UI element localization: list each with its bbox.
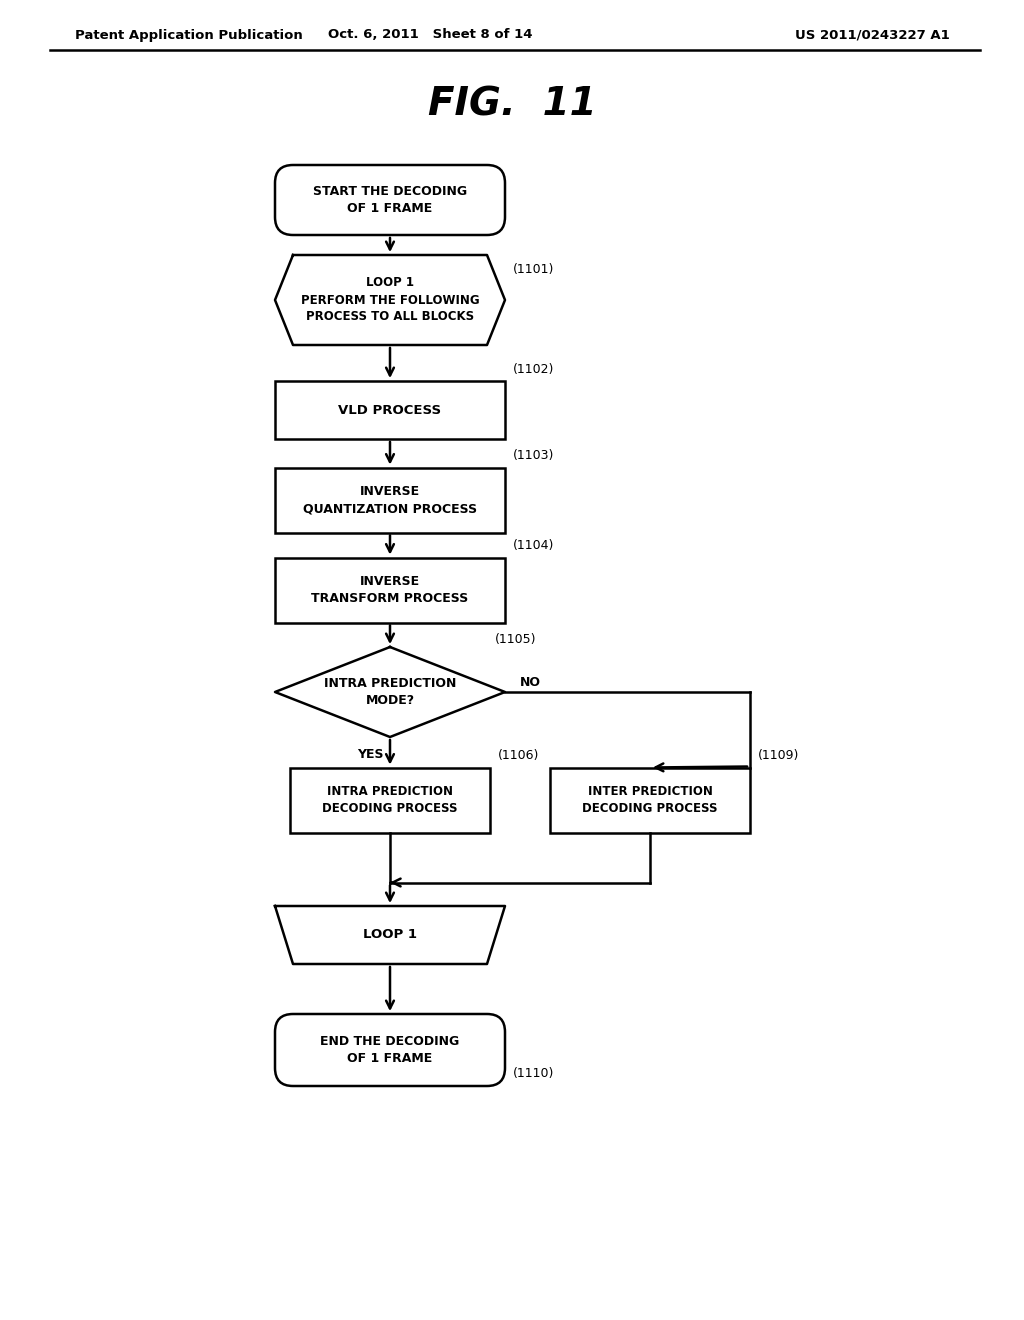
Text: INTER PREDICTION
DECODING PROCESS: INTER PREDICTION DECODING PROCESS bbox=[583, 785, 718, 814]
Polygon shape bbox=[275, 255, 505, 345]
Polygon shape bbox=[275, 647, 505, 737]
Text: (1105): (1105) bbox=[495, 632, 537, 645]
Text: INVERSE
TRANSFORM PROCESS: INVERSE TRANSFORM PROCESS bbox=[311, 576, 469, 605]
Text: (1110): (1110) bbox=[513, 1068, 554, 1081]
Text: INTRA PREDICTION
DECODING PROCESS: INTRA PREDICTION DECODING PROCESS bbox=[323, 785, 458, 814]
Text: YES: YES bbox=[356, 748, 383, 762]
Text: VLD PROCESS: VLD PROCESS bbox=[339, 404, 441, 417]
Text: US 2011/0243227 A1: US 2011/0243227 A1 bbox=[796, 29, 950, 41]
Polygon shape bbox=[275, 906, 505, 964]
Text: LOOP 1: LOOP 1 bbox=[362, 928, 417, 941]
Text: Patent Application Publication: Patent Application Publication bbox=[75, 29, 303, 41]
Text: INVERSE
QUANTIZATION PROCESS: INVERSE QUANTIZATION PROCESS bbox=[303, 484, 477, 515]
Bar bbox=[275, 557, 505, 623]
Text: NO: NO bbox=[519, 676, 541, 689]
Text: Oct. 6, 2011   Sheet 8 of 14: Oct. 6, 2011 Sheet 8 of 14 bbox=[328, 29, 532, 41]
Text: (1109): (1109) bbox=[758, 748, 800, 762]
Text: (1104): (1104) bbox=[513, 539, 554, 552]
Text: LOOP 1
PERFORM THE FOLLOWING
PROCESS TO ALL BLOCKS: LOOP 1 PERFORM THE FOLLOWING PROCESS TO … bbox=[301, 276, 479, 323]
Text: START THE DECODING
OF 1 FRAME: START THE DECODING OF 1 FRAME bbox=[313, 185, 467, 215]
Text: (1101): (1101) bbox=[513, 263, 554, 276]
Text: END THE DECODING
OF 1 FRAME: END THE DECODING OF 1 FRAME bbox=[321, 1035, 460, 1065]
Text: FIG.  11: FIG. 11 bbox=[428, 86, 596, 124]
FancyBboxPatch shape bbox=[275, 1014, 505, 1086]
Bar bbox=[275, 381, 505, 440]
Bar bbox=[290, 767, 490, 833]
Text: INTRA PREDICTION
MODE?: INTRA PREDICTION MODE? bbox=[324, 677, 456, 708]
Bar bbox=[550, 767, 750, 833]
Bar bbox=[275, 467, 505, 532]
Text: (1103): (1103) bbox=[513, 449, 554, 462]
FancyBboxPatch shape bbox=[275, 165, 505, 235]
Text: (1106): (1106) bbox=[498, 748, 540, 762]
Text: (1102): (1102) bbox=[513, 363, 554, 375]
